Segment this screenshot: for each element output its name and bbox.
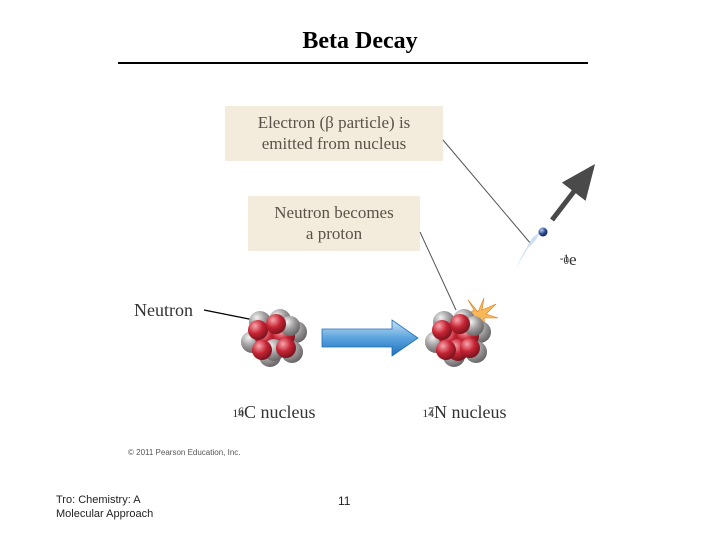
footer-line: Tro: Chemistry: A: [56, 494, 141, 506]
callout-electron-emitted: Electron (β particle) is emitted from nu…: [225, 106, 443, 161]
page-number: 11: [338, 494, 350, 508]
title-rule: [118, 62, 588, 64]
callout-line: emitted from nucleus: [262, 134, 406, 153]
flash-icon: [462, 298, 498, 330]
diagram-svg: [0, 0, 720, 540]
element-symbol: e: [569, 250, 577, 269]
footer-line: Molecular Approach: [56, 508, 153, 520]
element-symbol: C: [244, 402, 256, 422]
callout-line: Neutron becomes: [274, 203, 393, 222]
callout-line: a proton: [306, 224, 362, 243]
callout-line: Electron (β particle) is: [258, 113, 411, 132]
callout-neutron-becomes-proton: Neutron becomes a proton: [248, 196, 420, 251]
element-symbol: N: [434, 402, 447, 422]
page-title: Beta Decay: [0, 28, 720, 55]
label-c14-nucleus: 14 6 C nucleus: [230, 402, 316, 423]
copyright-text: © 2011 Pearson Education, Inc.: [128, 448, 240, 457]
neutron-label: Neutron: [134, 300, 193, 321]
nucleus-n14: [425, 298, 498, 367]
label-n14-nucleus: 14 7 N nucleus: [420, 402, 506, 423]
nucleus-word: nucleus: [452, 402, 507, 422]
atomic-number: 7: [428, 405, 434, 418]
atomic-number: 6: [238, 405, 244, 418]
reaction-arrow: [322, 320, 418, 356]
leader-electron-callout: [443, 140, 531, 244]
leader-neutron-callout: [420, 232, 456, 310]
nucleus-word: nucleus: [261, 402, 316, 422]
leader-neutron-label: [204, 310, 254, 320]
beta-particle-icon: [539, 228, 548, 237]
label-beta-particle: 0 -1 e: [553, 250, 577, 270]
nucleus-c14: [241, 309, 307, 367]
slide: Beta Decay Electron (β particle) is emit…: [0, 0, 720, 540]
atomic-number: -1: [560, 253, 569, 265]
footer-source: Tro: Chemistry: A Molecular Approach: [56, 494, 153, 522]
